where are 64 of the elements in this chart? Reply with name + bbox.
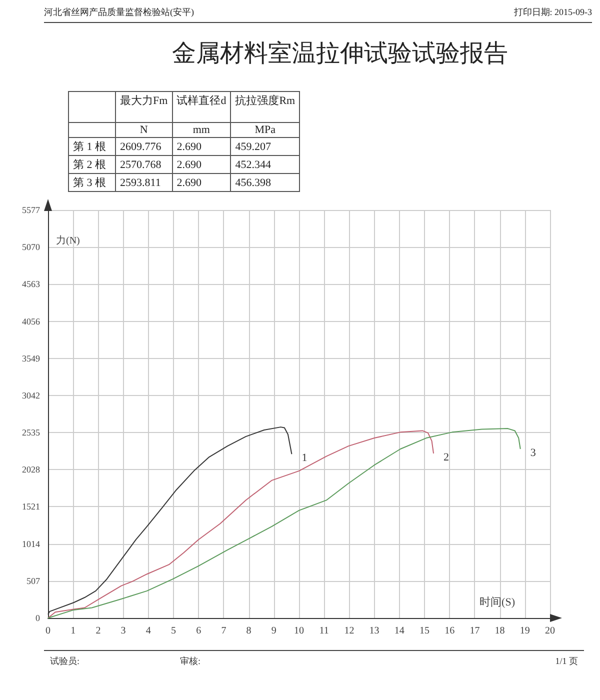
x-tick-label: 20 <box>545 626 555 636</box>
y-tick-label: 5577 <box>22 205 40 215</box>
category-label: 第 1 根 <box>73 141 106 153</box>
x-tick-label: 8 <box>246 626 252 636</box>
text: 打印日期: 2015-09-3 <box>514 6 592 19</box>
x-tick-label: 6 <box>196 626 202 636</box>
y-tick-label: 0 <box>36 613 40 623</box>
text: 试验员: <box>50 655 81 668</box>
y-tick-label: 4056 <box>22 316 40 326</box>
text: 2609.776 <box>120 140 162 152</box>
category-label: 抗拉强度Rm <box>230 92 300 122</box>
category-label: 试样直径d <box>172 92 231 122</box>
series-label: 2 <box>444 451 450 464</box>
series-label: 3 <box>530 447 536 460</box>
text: 金属材料室温拉伸试验试验报告 <box>171 40 509 69</box>
text: 2.690 <box>176 176 202 188</box>
x-tick-label: 16 <box>444 626 455 636</box>
text: 456.398 <box>235 176 271 188</box>
x-tick-label: 19 <box>520 626 530 636</box>
line-series <box>48 430 434 618</box>
x-tick-label: 9 <box>271 626 276 636</box>
x-tick-label: 7 <box>221 626 226 636</box>
line-series <box>48 428 521 618</box>
x-tick-label: 12 <box>344 626 354 636</box>
x-tick-label: 18 <box>494 626 505 636</box>
category-label: 最大力Fm <box>116 92 172 122</box>
text: 2.690 <box>176 158 202 170</box>
text: 2570.768 <box>120 158 162 170</box>
text: 452.344 <box>235 158 271 170</box>
x-tick-label: 0 <box>46 626 50 636</box>
text: 审核: <box>180 655 202 668</box>
y-tick-label: 5070 <box>22 242 40 252</box>
x-tick-label: 17 <box>470 626 480 636</box>
y-tick-label: 3042 <box>22 390 40 400</box>
y-tick-label: 2535 <box>22 428 40 438</box>
x-tick-label: 13 <box>369 626 380 636</box>
x-tick-label: 1 <box>70 626 76 636</box>
category-label: 第 3 根 <box>73 177 106 189</box>
text: 459.207 <box>235 140 271 152</box>
y-tick-label: 3549 <box>22 353 40 364</box>
x-tick-label: 11 <box>319 626 329 636</box>
series-label: 1 <box>302 452 308 464</box>
y-tick-label: 507 <box>26 576 40 586</box>
x-tick-label: 14 <box>394 626 404 636</box>
x-axis-title: 时间(S) <box>480 596 516 608</box>
text: 2.690 <box>176 140 202 152</box>
text: MPa <box>254 124 276 136</box>
text: N <box>140 124 148 136</box>
x-tick-label: 5 <box>171 626 176 636</box>
text: 2593.811 <box>120 176 161 188</box>
y-tick-label: 1521 <box>22 502 40 512</box>
x-tick-label: 2 <box>96 626 101 636</box>
text: 1/1 页 <box>555 655 578 668</box>
y-tick-label: 4563 <box>22 279 40 290</box>
x-tick-label: 4 <box>146 626 151 636</box>
y-axis-title: 力(N) <box>56 234 80 246</box>
text: 河北省丝网产品质量监督检验站(安平) <box>44 6 194 19</box>
x-tick-label: 15 <box>420 626 430 636</box>
x-tick-label: 10 <box>294 626 304 636</box>
category-label: 第 2 根 <box>73 159 106 171</box>
x-tick-label: 3 <box>120 626 126 636</box>
y-tick-label: 1014 <box>22 538 40 549</box>
text: mm <box>192 124 210 136</box>
y-tick-label: 2028 <box>22 464 40 475</box>
